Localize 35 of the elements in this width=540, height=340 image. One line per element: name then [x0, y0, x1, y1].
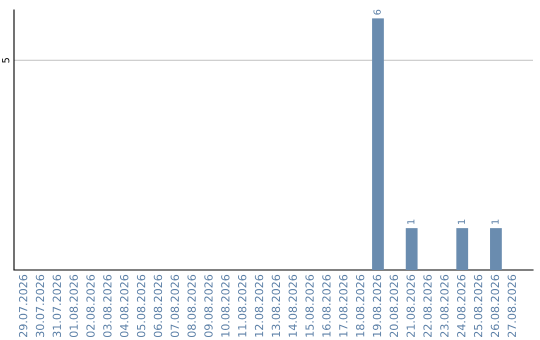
x-tick-label: 17.08.2026 — [339, 274, 348, 337]
x-tick-label: 18.08.2026 — [356, 274, 364, 337]
x-tick-label: 01.08.2026 — [69, 274, 78, 338]
x-tick-label: 05.08.2026 — [136, 274, 146, 338]
data-label: 1 — [458, 220, 465, 224]
x-tick-label: 19.08.2026 — [372, 274, 382, 337]
x-tick-label: 09.08.2026 — [204, 274, 213, 338]
x-tick-label: 20.08.2026 — [390, 274, 398, 337]
x-tick-label: 08.08.2026 — [187, 274, 196, 338]
x-tick-label: 02.08.2026 — [86, 274, 95, 338]
x-tick-label: 16.08.2026 — [322, 274, 331, 337]
x-tick-label: 03.08.2026 — [103, 274, 112, 338]
x-tick-label: 23.08.2026 — [440, 274, 449, 337]
x-tick-label: 24.08.2026 — [457, 274, 466, 337]
x-tick-label: 12.08.2026 — [254, 274, 264, 337]
x-tick-label: 22.08.2026 — [423, 274, 432, 337]
x-tick-label: 27.08.2026 — [508, 274, 516, 337]
y-tick-label: 5 — [2, 58, 10, 63]
x-tick-label: 07.08.2026 — [170, 274, 179, 338]
x-tick-label: 31.07.2026 — [52, 274, 62, 337]
x-tick-label: 29.07.2026 — [18, 274, 28, 337]
x-tick-label: 26.08.2026 — [490, 274, 500, 337]
x-tick-label: 15.08.2026 — [305, 274, 314, 337]
data-label: 1 — [492, 220, 499, 224]
x-tick-label: 13.08.2026 — [272, 274, 280, 337]
data-label: 6 — [373, 10, 381, 15]
x-tick-label: 04.08.2026 — [120, 274, 128, 338]
x-tick-label: 21.08.2026 — [406, 274, 415, 337]
x-tick-label: 11.08.2026 — [238, 274, 246, 337]
x-tick-label: 30.07.2026 — [36, 274, 44, 337]
x-tick-label: 14.08.2026 — [288, 274, 297, 337]
x-tick-label: 25.08.2026 — [474, 274, 482, 337]
x-tick-label: 06.08.2026 — [154, 274, 162, 338]
data-label: 1 — [407, 220, 414, 224]
x-tick-label: 10.08.2026 — [221, 274, 230, 337]
